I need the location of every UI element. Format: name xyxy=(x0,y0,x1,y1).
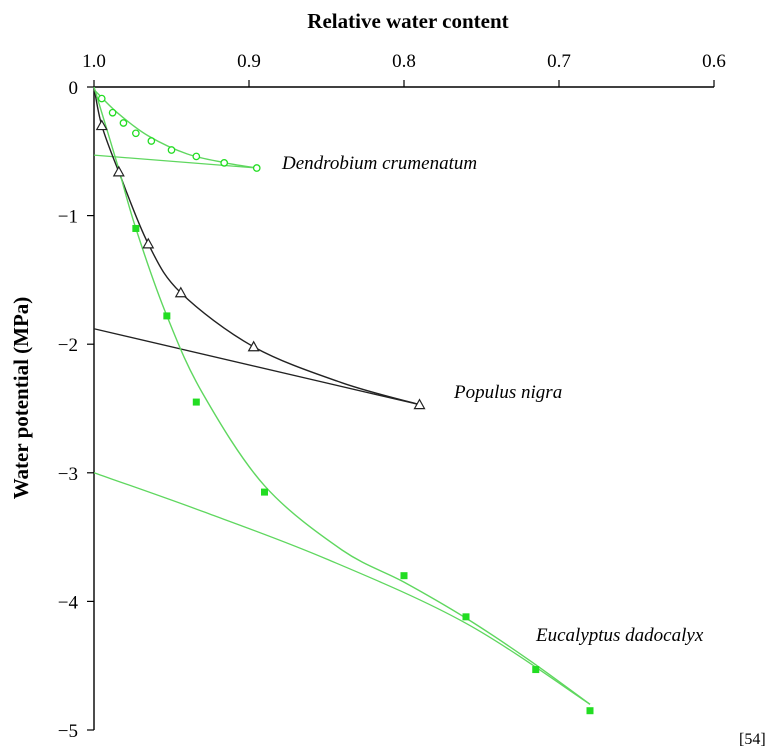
data-points xyxy=(95,94,594,715)
point-dendrobium xyxy=(220,159,229,167)
point-dendrobium xyxy=(192,152,201,161)
x-tick-label: 0.9 xyxy=(237,51,261,72)
point-eucalyptus xyxy=(163,312,171,320)
curve-populus xyxy=(93,86,420,406)
point-eucalyptus xyxy=(192,398,200,406)
x-axis-title: Relative water content xyxy=(307,9,508,33)
point-dendrobium xyxy=(147,137,156,145)
point-populus xyxy=(142,237,155,249)
point-dendrobium xyxy=(132,129,140,138)
point-dendrobium xyxy=(252,164,261,172)
y-axis-title: Water potential (MPa) xyxy=(9,297,33,500)
y-tick-label: −1 xyxy=(58,207,78,228)
point-populus xyxy=(95,119,108,131)
y-tick-label: 0 xyxy=(69,78,79,99)
point-eucalyptus xyxy=(586,707,594,715)
line-populus xyxy=(93,328,420,406)
point-eucalyptus xyxy=(261,488,268,496)
curve-dendrobium xyxy=(93,89,257,169)
series-labels: Dendrobium crumenatum Populus nigra Euca… xyxy=(281,153,704,646)
point-populus xyxy=(247,340,260,352)
point-dendrobium xyxy=(97,94,106,103)
point-dendrobium xyxy=(119,119,128,127)
line-dendrobium xyxy=(93,154,257,169)
curve-eucalyptus xyxy=(93,86,591,705)
line-eucalyptus xyxy=(93,472,591,705)
point-populus xyxy=(413,398,426,410)
point-eucalyptus xyxy=(532,666,540,674)
point-populus xyxy=(174,286,187,298)
point-eucalyptus xyxy=(132,224,140,232)
y-tick-label: −2 xyxy=(58,335,78,356)
axes: 1.0 0.9 0.8 0.7 0.6 0 −1 −2 −3 −4 −5 xyxy=(58,51,726,742)
series-label-eucalyptus: Eucalyptus dadocalyx xyxy=(535,625,704,646)
series-label-populus: Populus nigra xyxy=(453,382,562,403)
point-dendrobium xyxy=(167,146,176,154)
x-tick-label: 0.6 xyxy=(702,51,726,72)
y-tick-label: −5 xyxy=(58,721,78,742)
point-eucalyptus xyxy=(400,572,408,580)
source-note: [54] xyxy=(739,731,766,748)
point-populus xyxy=(112,165,125,177)
x-tick-label: 1.0 xyxy=(82,51,106,72)
x-tick-label: 0.7 xyxy=(547,51,571,72)
point-dendrobium xyxy=(108,108,117,117)
series-label-dendrobium: Dendrobium crumenatum xyxy=(281,153,477,174)
y-tick-label: −4 xyxy=(58,592,79,613)
point-eucalyptus xyxy=(462,613,470,621)
x-tick-label: 0.8 xyxy=(392,51,416,72)
y-tick-label: −3 xyxy=(58,464,78,485)
